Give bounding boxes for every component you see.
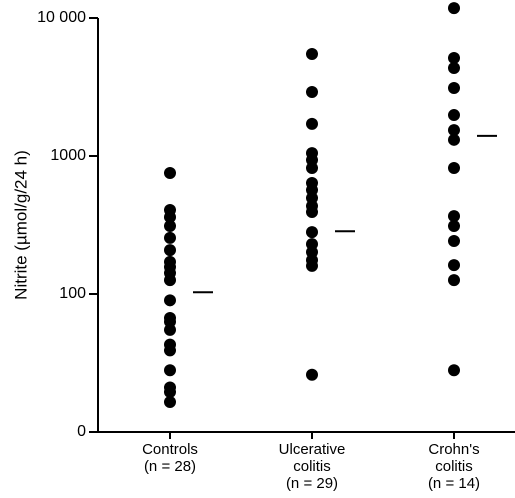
dot (448, 259, 460, 272)
dot (164, 364, 176, 377)
dot (164, 231, 176, 244)
x-tick-label: Crohn's (428, 441, 479, 458)
dot (164, 344, 176, 357)
dot (306, 368, 318, 381)
y-tick-label: 1000 (50, 147, 86, 164)
x-tick-label: Controls (142, 441, 198, 458)
dot (164, 395, 176, 408)
dot (448, 210, 460, 223)
dot (306, 259, 318, 272)
y-axis-label: Nitrite (µmol/g/24 h) (11, 150, 30, 300)
dot (164, 244, 176, 257)
x-tick-label: (n = 28) (144, 458, 196, 475)
x-tick-label: (n = 29) (286, 475, 338, 492)
dot (448, 235, 460, 248)
dot (448, 81, 460, 94)
dot (306, 117, 318, 130)
dot (448, 124, 460, 137)
dot (306, 161, 318, 174)
x-tick-label: colitis (293, 458, 331, 475)
dot (164, 167, 176, 180)
dot (164, 211, 176, 224)
y-tick-label: 10 000 (37, 9, 86, 26)
dot (448, 364, 460, 377)
dot (164, 219, 176, 232)
dot (164, 274, 176, 287)
dot (448, 133, 460, 146)
dot (164, 385, 176, 398)
dot (306, 85, 318, 98)
dot (448, 109, 460, 122)
x-tick-label: colitis (435, 458, 473, 475)
dot (164, 294, 176, 307)
x-tick-label: (n = 14) (428, 475, 480, 492)
dot (448, 52, 460, 65)
dot (306, 205, 318, 218)
dot (448, 219, 460, 232)
x-tick-label: Ulcerative (279, 441, 346, 458)
dot (448, 274, 460, 287)
dot (306, 48, 318, 61)
y-tick-label: 100 (59, 285, 86, 302)
dot (448, 161, 460, 174)
dot (306, 226, 318, 239)
dot (448, 62, 460, 75)
dot (448, 2, 460, 15)
dot (164, 323, 176, 336)
y-tick-label: 0 (77, 423, 86, 440)
